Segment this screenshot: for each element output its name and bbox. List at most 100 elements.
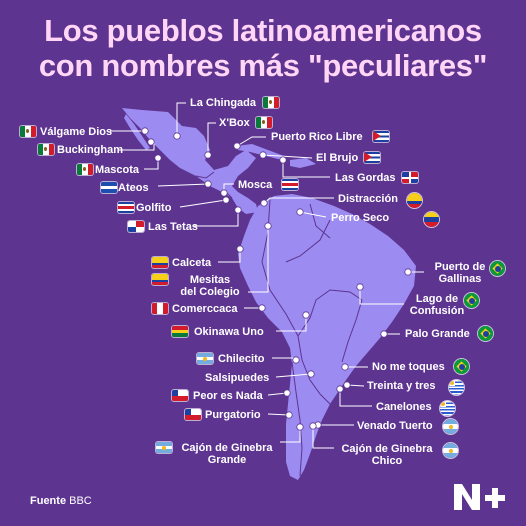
title-line-2: con nombres más "peculiares" [38, 48, 488, 83]
place-label-mosca: Mosca [238, 179, 273, 191]
place-label-mascota: Mascota [95, 164, 140, 176]
location-dot-xbox [204, 151, 212, 159]
baja-california [124, 114, 150, 150]
location-dot-no-me-toques [341, 363, 349, 371]
place-label-cajon-grande: Cajón de Ginebra Grande [181, 442, 273, 466]
location-dot-canelones [336, 385, 344, 393]
place-label-comerccaca: Comerccaca [172, 303, 238, 315]
el-salvador-flag-icon [101, 182, 117, 193]
argentina-flag-icon [156, 442, 172, 453]
place-label-las-tetas: Las Tetas [148, 221, 198, 233]
brazil-flag-icon [490, 261, 505, 276]
place-label-xbox: X'Box [219, 117, 250, 129]
place-label-treinta-y-tres: Treinta y tres [367, 380, 436, 392]
leader-line-salsipuedes [275, 373, 312, 378]
south-america-landmass [238, 194, 416, 480]
leader-line-la-chingada [176, 102, 186, 136]
place-label-la-chingada: La Chingada [190, 97, 257, 109]
place-label-puerto-rico-libre: Puerto Rico Libre [271, 131, 363, 143]
panama-flag-icon [128, 221, 144, 232]
location-dot-perro-seco [296, 208, 304, 216]
location-dot-golfito [222, 196, 230, 204]
place-label-mesitas-del-colegio: Mesitas del Colegio [180, 274, 240, 298]
place-label-lago-de-confusion: Lago de Confusión [409, 293, 465, 317]
location-dot-la-chingada [173, 132, 181, 140]
colombia-flag-icon [152, 274, 168, 285]
leader-line-las-tetas [194, 210, 239, 227]
place-label-salsipuedes: Salsipuedes [205, 372, 270, 384]
place-label-valgame-dios: Válgame Dios [40, 126, 113, 138]
location-dot-las-tetas [234, 206, 242, 214]
location-dot-peor-es-nada [283, 389, 291, 397]
leader-line-lago-de-confusion [359, 287, 404, 305]
location-dot-purgatorio [285, 411, 293, 419]
place-label-peor-es-nada: Peor es Nada [193, 390, 263, 402]
location-dot-las-gordas [279, 156, 287, 164]
place-label-canelones: Canelones [376, 401, 432, 413]
place-label-ateos: Ateos [118, 182, 149, 194]
leader-line-ateos [157, 183, 209, 187]
leader-line-mascota [144, 158, 159, 170]
place-label-okinawa-uno: Okinawa Uno [194, 326, 264, 338]
place-label-el-brujo: El Brujo [316, 152, 359, 164]
leader-line-mesitas-del-colegio [248, 226, 269, 293]
place-label-puerto-de-gallinas: Puerto de Gallinas [434, 261, 486, 285]
location-dot-treinta-y-tres [343, 381, 351, 389]
leader-line-xbox [207, 122, 216, 155]
leader-line-okinawa-uno [276, 315, 307, 332]
peru-flag-icon [152, 303, 168, 314]
n-plus-logo-icon [454, 484, 505, 510]
location-dot-valgame-dios [141, 127, 149, 135]
chile-flag-icon [172, 390, 188, 401]
location-dot-el-brujo [259, 151, 267, 159]
venezuela-flag-icon [424, 212, 439, 227]
leader-line-canelones [339, 389, 372, 407]
brazil-flag-icon [464, 293, 479, 308]
location-dot-distraccion [260, 199, 268, 207]
source-prefix: Fuente [30, 495, 67, 507]
place-label-no-me-toques: No me toques [372, 361, 445, 373]
place-label-golfito: Golfito [136, 202, 172, 214]
mexico-flag-icon [38, 144, 54, 155]
cuba-flag-icon [364, 152, 380, 163]
source-credit: Fuente BBC [30, 495, 92, 507]
argentina-flag-icon [197, 353, 213, 364]
location-dot-mosca [220, 189, 228, 197]
place-label-purgatorio: Purgatorio [205, 409, 261, 421]
colombia-flag-icon [407, 193, 422, 208]
leader-line-el-brujo [262, 154, 313, 159]
ecuador-flag-icon [152, 257, 168, 268]
place-label-venado-tuerto: Venado Tuerto [357, 420, 433, 432]
uruguay-flag-icon [440, 401, 455, 416]
place-label-las-gordas: Las Gordas [335, 172, 396, 184]
place-label-perro-seco: Perro Seco [331, 212, 390, 224]
location-dot-mesitas-del-colegio [264, 222, 272, 230]
place-label-chilecito: Chilecito [218, 353, 265, 365]
mexico-flag-icon [20, 126, 36, 137]
location-dot-palo-grande [380, 330, 388, 338]
leader-line-las-gordas [282, 160, 330, 178]
source-name: BBC [69, 495, 92, 507]
place-label-distraccion: Distracción [338, 193, 398, 205]
argentina-flag-icon [443, 443, 458, 458]
location-dot-puerto-de-gallinas [404, 268, 412, 276]
brazil-flag-icon [478, 326, 493, 341]
cuba-flag-icon [373, 131, 389, 142]
costa-rica-flag-icon [118, 202, 134, 213]
location-dot-cajon-chico [309, 422, 317, 430]
location-dot-cajon-grande [296, 423, 304, 431]
location-dot-ateos [204, 180, 212, 188]
location-dot-lago-de-confusion [356, 283, 364, 291]
brazil-flag-icon [454, 359, 469, 374]
location-dot-okinawa-uno [302, 311, 310, 319]
location-dot-mascota [154, 154, 162, 162]
location-dot-buckingham [147, 138, 155, 146]
bolivia-flag-icon [172, 326, 188, 337]
leader-line-calceta [218, 249, 241, 263]
leader-line-perro-seco [299, 211, 327, 218]
location-dot-salsipuedes [307, 370, 315, 378]
place-label-buckingham: Buckingham [57, 144, 124, 156]
leader-line-cajon-grande [280, 427, 301, 443]
